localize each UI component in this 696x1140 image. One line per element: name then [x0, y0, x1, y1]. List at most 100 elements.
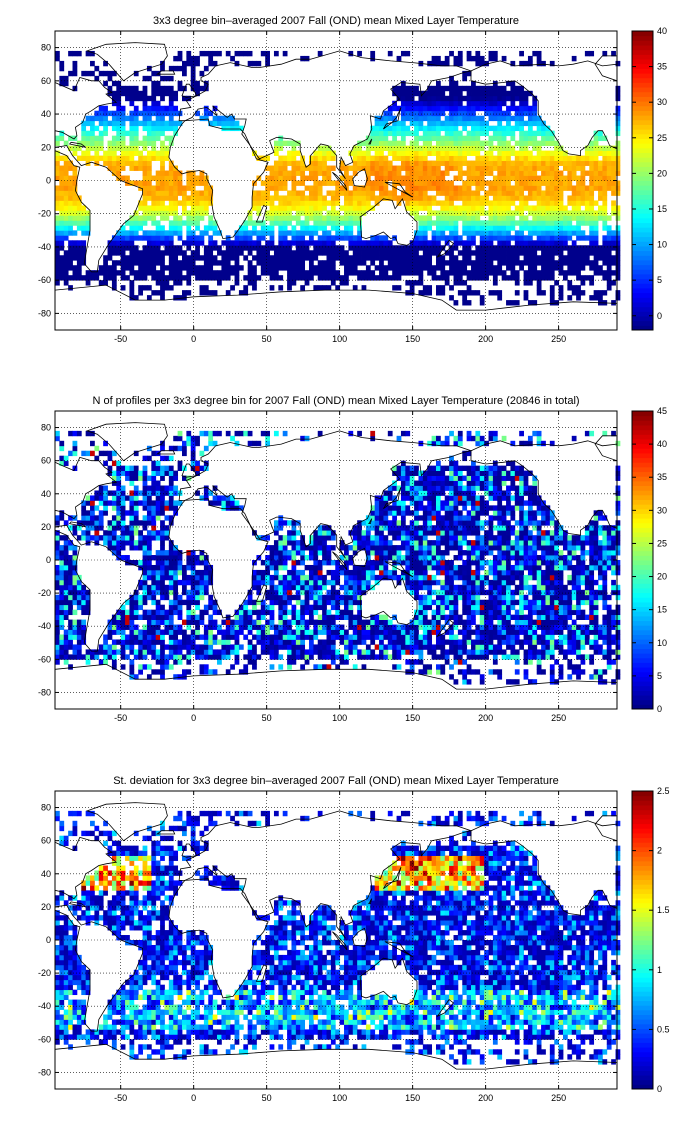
bin-cell — [510, 170, 516, 176]
bin-cell — [479, 225, 485, 231]
bin-cell — [252, 609, 257, 616]
bin-cell — [449, 50, 454, 57]
bin-cell — [462, 135, 468, 142]
bin-cell — [615, 115, 621, 122]
bin-cell — [295, 599, 301, 606]
bin-cell — [238, 604, 244, 611]
bin-cell — [457, 275, 463, 281]
bin-cell — [111, 644, 117, 650]
bin-cell — [339, 260, 345, 266]
data-bins — [55, 50, 621, 306]
bin-cell — [326, 150, 332, 156]
bin-cell — [501, 255, 507, 261]
bin-cell — [151, 240, 157, 246]
bin-cell — [576, 250, 581, 256]
bin-cell — [606, 175, 612, 181]
bin-cell — [536, 270, 542, 276]
bin-cell — [567, 230, 573, 236]
bin-cell — [510, 265, 516, 271]
bin-cell — [580, 170, 586, 176]
bin-cell — [422, 285, 428, 291]
bin-cell — [523, 250, 529, 256]
bin-cell — [449, 210, 454, 216]
bin-cell — [199, 584, 205, 591]
bin-cell — [199, 589, 205, 596]
bin-cell — [76, 210, 82, 216]
bin-cell — [247, 240, 253, 246]
bin-cell — [348, 165, 354, 171]
bin-cell — [611, 155, 616, 161]
bin-cell — [217, 639, 222, 645]
bin-cell — [414, 135, 419, 142]
bin-cell — [111, 90, 117, 97]
bin-cell — [431, 220, 437, 226]
bin-cell — [63, 235, 69, 241]
bin-cell — [536, 275, 542, 281]
bin-cell — [138, 160, 143, 166]
bin-cell — [155, 155, 161, 161]
bin-cell — [606, 215, 612, 221]
bin-cell — [208, 564, 214, 571]
bin-cell — [370, 190, 376, 196]
bin-cell — [602, 290, 608, 296]
bin-cell — [523, 90, 529, 97]
bin-cell — [549, 155, 555, 161]
bin-cell — [453, 190, 459, 196]
bin-cell — [282, 604, 288, 611]
bin-cell — [317, 275, 323, 281]
bin-cell — [103, 265, 108, 271]
bin-cell — [90, 270, 95, 276]
bin-cell — [348, 50, 354, 57]
bin-cell — [116, 470, 122, 476]
bin-cell — [488, 210, 494, 216]
bin-cell — [168, 235, 174, 241]
bin-cell — [444, 85, 450, 92]
bin-cell — [453, 140, 459, 147]
bin-cell — [536, 205, 542, 211]
bin-cell — [313, 165, 319, 171]
bin-cell — [427, 60, 433, 67]
bin-cell — [278, 584, 284, 591]
bin-cell — [59, 584, 65, 591]
bin-cell — [68, 574, 73, 581]
bin-cell — [300, 255, 306, 261]
bin-cell — [497, 225, 503, 231]
colorbar-segment — [632, 68, 653, 74]
bin-cell — [519, 215, 524, 221]
bin-cell — [120, 485, 126, 491]
bin-cell — [76, 639, 82, 645]
bin-cell — [212, 270, 218, 276]
bin-cell — [453, 115, 459, 122]
bin-cell — [111, 235, 117, 241]
bin-cell — [59, 60, 65, 67]
bin-cell — [208, 275, 214, 281]
bin-cell — [370, 240, 376, 246]
bin-cell — [256, 624, 262, 630]
bin-cell — [418, 180, 424, 186]
bin-cell — [182, 445, 187, 452]
bin-cell — [234, 644, 240, 650]
bin-cell — [598, 150, 603, 156]
bin-cell — [203, 490, 209, 496]
bin-cell — [444, 210, 450, 216]
bin-cell — [247, 659, 253, 665]
bin-cell — [146, 205, 152, 211]
bin-cell — [72, 250, 78, 256]
bin-cell — [168, 455, 174, 462]
bin-cell — [466, 205, 472, 211]
bin-cell — [146, 510, 152, 516]
bin-cell — [506, 90, 511, 97]
bin-cell — [492, 190, 498, 196]
bin-cell — [63, 579, 69, 586]
bin-cell — [453, 255, 459, 261]
bin-cell — [155, 495, 161, 501]
bin-cell — [510, 275, 516, 281]
bin-cell — [379, 195, 384, 201]
bin-cell — [76, 265, 82, 271]
bin-cell — [247, 594, 253, 601]
bin-cell — [414, 245, 419, 251]
bin-cell — [260, 629, 266, 635]
bin-cell — [510, 145, 516, 151]
bin-cell — [160, 530, 165, 536]
bin-cell — [549, 185, 555, 191]
